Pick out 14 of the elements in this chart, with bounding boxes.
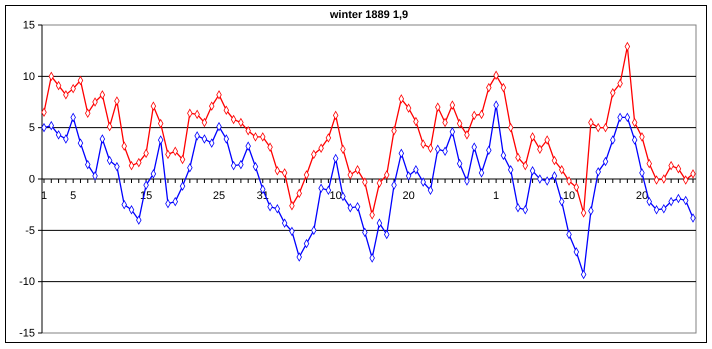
y-tick-label: 0 [28, 174, 35, 186]
y-tick-label: 15 [22, 20, 35, 32]
y-tick-label: 5 [28, 122, 35, 134]
x-tick-label: 1 [493, 190, 500, 202]
chart-title: winter 1889 1,9 [328, 9, 408, 21]
x-tick-label: 10 [330, 190, 342, 202]
x-tick-label: 25 [212, 190, 226, 202]
x-tick-label: 5 [70, 190, 76, 202]
x-tick-label: 10 [562, 190, 576, 202]
y-tick-label: -15 [19, 328, 35, 340]
x-tick-label: 20 [402, 190, 415, 202]
y-tick-label: -5 [25, 224, 35, 237]
y-tick-label: 10 [22, 70, 35, 83]
y-tick-label: -10 [19, 276, 35, 288]
